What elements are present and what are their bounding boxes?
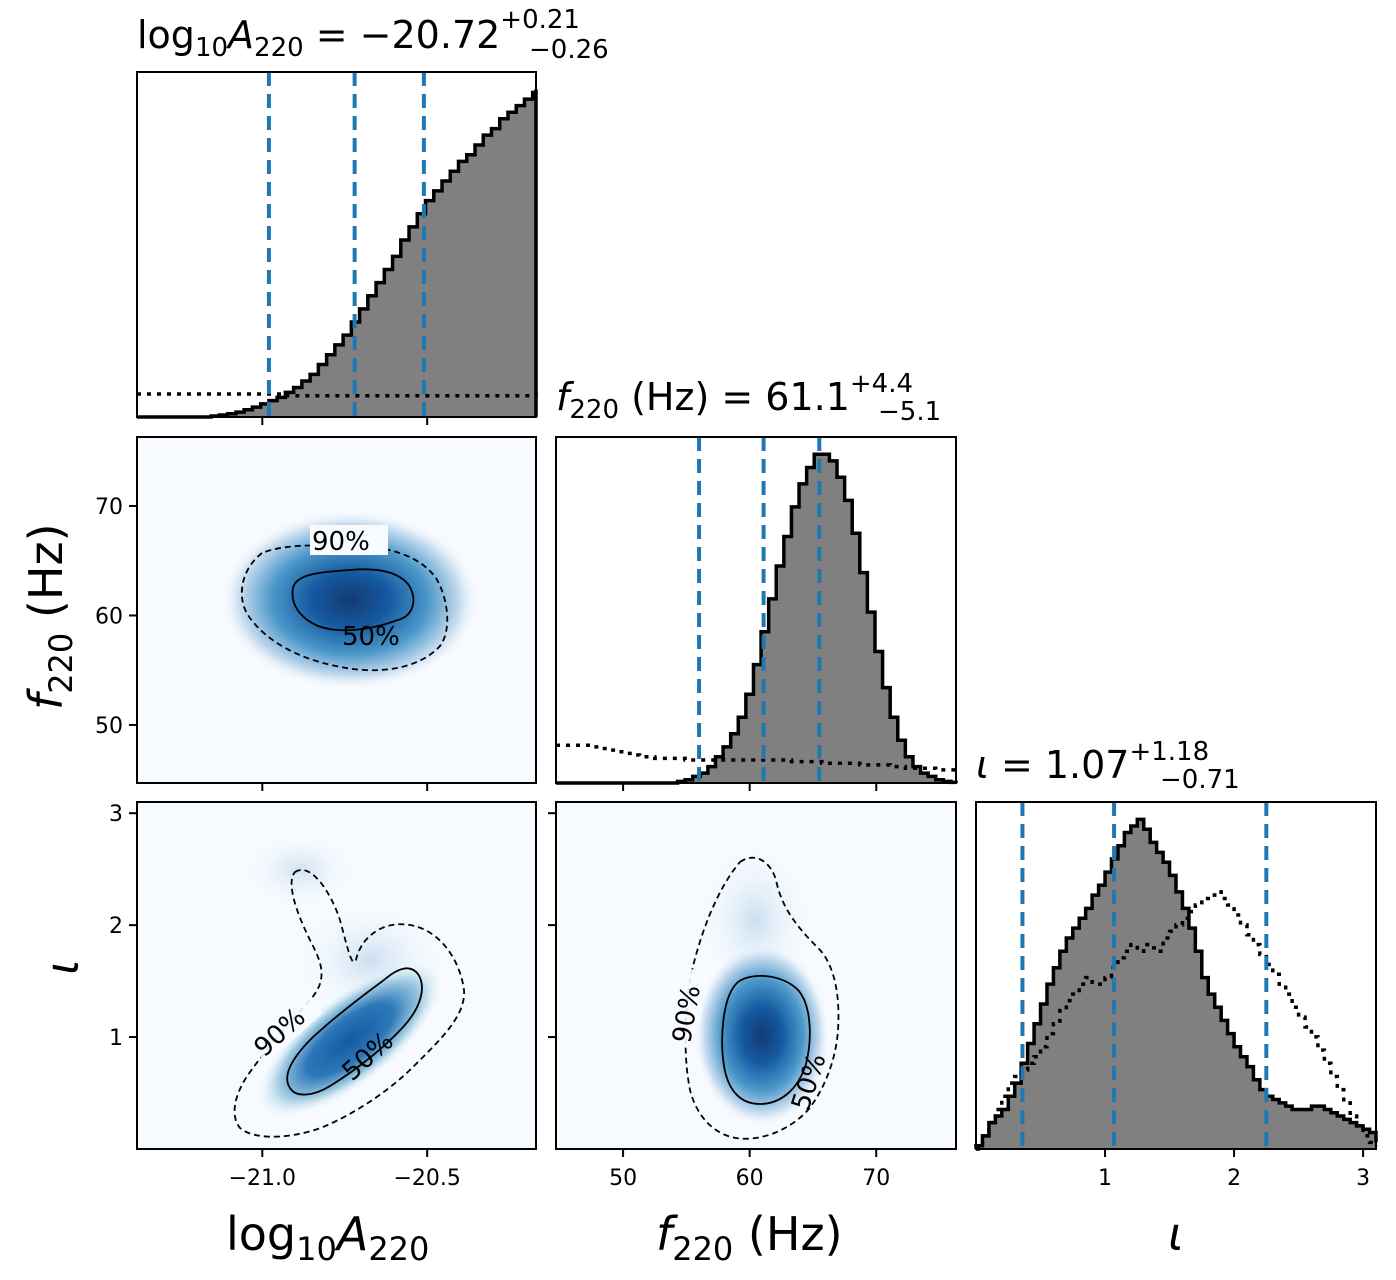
panel-hist-logA: log10A220 = −20.72+0.21 −0.26 xyxy=(136,5,609,425)
ytick-label-iota-2: 3 xyxy=(109,802,123,827)
contour-50-logA-f220 xyxy=(291,568,415,632)
prior-logA-line xyxy=(137,390,538,398)
contour-50-f220-iota xyxy=(721,975,811,1105)
ticks-logA-iota: −21.0 −20.5 1 2 3 xyxy=(109,802,461,1191)
axes-frame-iota xyxy=(975,801,1377,1150)
hist-iota-bars xyxy=(976,819,1376,1149)
xlabel-f220: f220 (Hz) xyxy=(656,1207,843,1268)
panel-joint-logA-f220: 90% 50% 50 60 70 f220 (Hz) xyxy=(19,436,537,791)
title-logA-minus: −0.26 xyxy=(529,35,609,65)
axes-frame-logA-iota xyxy=(136,801,537,1150)
title-f220-minus: −5.1 xyxy=(878,397,941,427)
density-map-logA-iota xyxy=(255,960,445,1120)
axes-frame-f220 xyxy=(555,436,957,784)
axes-frame-logA xyxy=(136,71,537,418)
ytick-label-f220-0: 50 xyxy=(95,714,123,739)
hist-iota-outline xyxy=(974,817,1378,1149)
ticks-f220-iota: 50 60 70 xyxy=(548,812,890,1191)
xtick-label-f220-2: 70 xyxy=(862,1166,890,1191)
xtick-label-logA-0: −21.0 xyxy=(229,1166,296,1191)
density-map-logA-f220 xyxy=(220,510,480,690)
ytick-label-iota-1: 2 xyxy=(109,914,123,939)
axes-frame-logA-f220 xyxy=(136,436,537,784)
quantile-lines-logA xyxy=(266,72,426,417)
xticks-f220-top xyxy=(622,783,878,791)
xtick-label-iota-0: 1 xyxy=(1098,1166,1112,1191)
prior-f220-line xyxy=(556,743,956,772)
xlabel-iota: ι xyxy=(1168,1207,1184,1261)
contour-50-logA-iota xyxy=(286,967,423,1096)
xticks-iota: 1 2 3 xyxy=(1098,1149,1370,1191)
xtick-label-iota-2: 3 xyxy=(1356,1166,1370,1191)
xtick-label-logA-1: −20.5 xyxy=(393,1166,460,1191)
xtick-label-iota-1: 2 xyxy=(1227,1166,1241,1191)
contour-label-90-logA-f220: 90% xyxy=(312,527,370,557)
ticks-logA-f220: 50 60 70 xyxy=(95,495,429,791)
xtick-label-f220-0: 50 xyxy=(609,1166,637,1191)
xticks-logA-top xyxy=(261,417,429,425)
ytick-label-f220-2: 70 xyxy=(95,495,123,520)
ylabel-f220: f220 (Hz) xyxy=(19,523,80,710)
hist-logA-bars xyxy=(137,89,536,417)
axes-frame-f220-iota xyxy=(555,801,957,1150)
xtick-label-f220-1: 60 xyxy=(736,1166,764,1191)
panel-hist-iota: 1 2 3 ι = 1.07+1.18 −0.71 ι xyxy=(974,737,1378,1261)
prior-iota-line xyxy=(976,890,1378,1151)
ytick-label-f220-1: 60 xyxy=(95,604,123,629)
title-iota: ι = 1.07+1.18 xyxy=(976,737,1209,787)
hist-f220-bars xyxy=(556,454,956,783)
title-logA: log10A220 = −20.72+0.21 xyxy=(137,5,580,63)
contour-label-50-logA-f220: 50% xyxy=(342,622,400,652)
ylabel-iota: ι xyxy=(35,959,89,975)
panel-hist-f220: f220 (Hz) = 61.1+4.4 −5.1 xyxy=(555,369,958,791)
panel-joint-f220-iota: 90% 50% 50 60 70 f220 (Hz) xyxy=(548,801,957,1268)
xlabel-logA: log10A220 xyxy=(226,1207,429,1268)
ytick-label-iota-0: 1 xyxy=(109,1026,123,1051)
title-f220: f220 (Hz) = 61.1+4.4 xyxy=(556,369,913,425)
title-iota-minus: −0.71 xyxy=(1160,765,1240,795)
quantile-lines-iota xyxy=(1020,802,1269,1149)
quantile-lines-f220 xyxy=(697,437,822,783)
